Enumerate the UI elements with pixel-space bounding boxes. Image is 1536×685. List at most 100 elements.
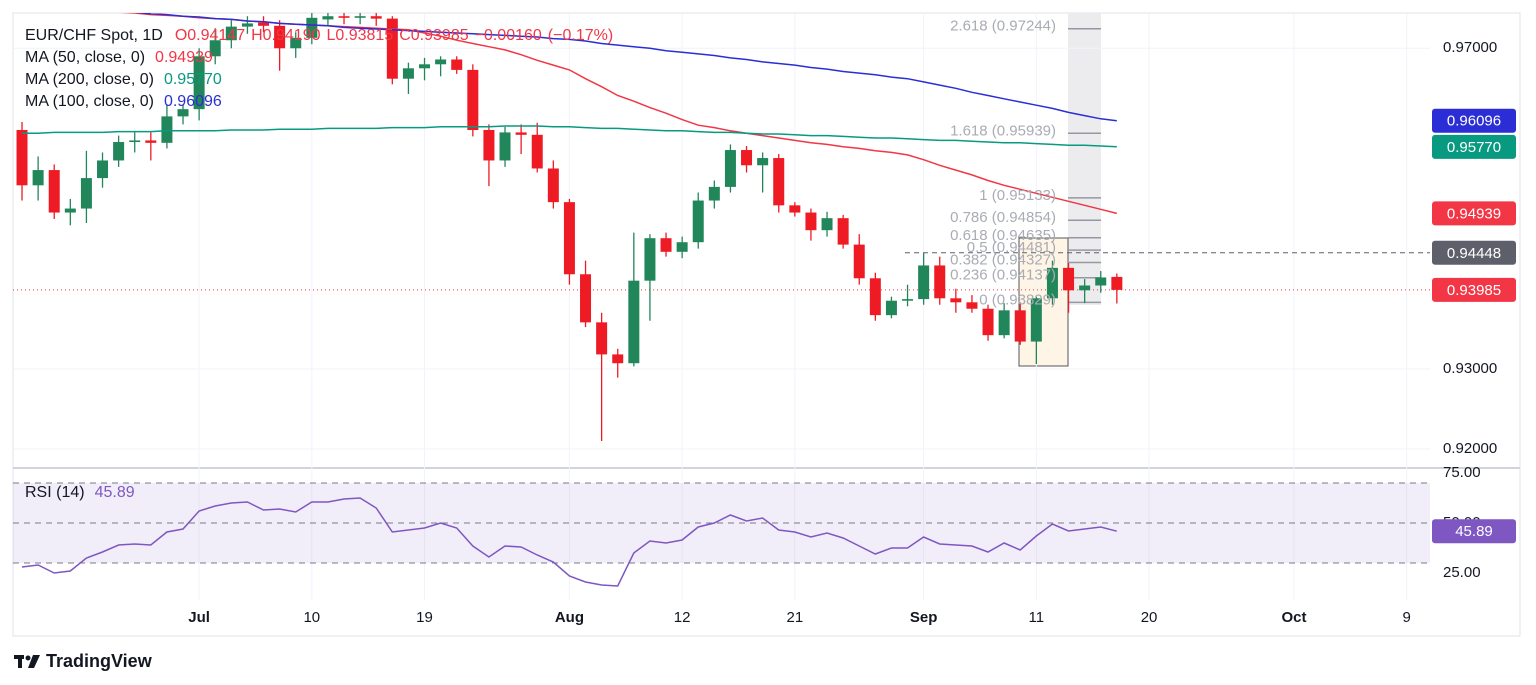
x-tick-label: 12 [674,609,691,626]
candle-body [16,130,28,186]
candle-body [676,242,688,252]
candle-body [1046,267,1058,299]
candle-body [708,186,720,201]
x-tick-label: 9 [1402,609,1410,626]
rsi-value: 45.89 [95,484,135,501]
x-tick-label: Aug [555,609,584,626]
fib-label: 0.382 (0.94327) [950,251,1056,268]
candle-body [805,212,817,231]
fib-label: 1 (0.95133) [979,187,1056,204]
candle-body [724,150,736,187]
candle-body [998,310,1010,336]
last-price-tag-bg [1432,277,1516,302]
candle-body [241,23,253,27]
candle-body [97,160,109,179]
candle-body [515,132,527,135]
overlay [13,27,1430,564]
rsi-plot [21,497,1117,587]
candle-body [612,354,624,364]
ma-tag: 0.94939 [1447,205,1501,222]
x-tick-label: Sep [910,609,938,626]
candle-body [225,26,237,41]
candle-body [563,202,575,275]
moving-average [22,125,1117,148]
candle-body [370,16,382,19]
brand-name: TradingView [46,651,153,671]
ma-name: MA (200, close, 0) [25,71,154,88]
x-tick-label: Jul [188,609,210,626]
candle-body [209,40,221,57]
logo-slash [28,655,40,668]
y-tick-label: 0.93000 [1443,360,1497,377]
brand: TradingView [14,651,153,671]
fib-label: 0.618 (0.94635) [950,227,1056,244]
candle-body [950,298,962,303]
candle-body [660,238,672,252]
candle-body [1079,285,1091,291]
ma-tag-bg [1432,201,1516,226]
candle-body [338,16,350,18]
candle-body [869,278,881,316]
candle-body [773,158,785,206]
legend-header: EUR/CHF Spot, 1D O0.94147 H0.94190 L0.93815… [25,27,613,44]
candle-body [80,178,92,209]
logo-dot [25,655,31,661]
level-tag-bg [1432,240,1516,265]
frame [12,12,1521,637]
candle-body [966,302,978,309]
ma-legend: MA (100, close, 0) 0.96096 [25,93,222,110]
candle-body [757,158,769,166]
y-tick-label: 25.00 [1443,564,1481,581]
ma-tag-bg [1432,108,1516,133]
candle-body [741,150,753,166]
candle-body [885,300,897,316]
x-tick-label: 11 [1029,609,1045,626]
candle-body [1030,298,1042,342]
candle-body [419,64,431,69]
rsi-title: RSI (14) [25,484,85,501]
moving-average [135,13,1117,122]
level-tag: 0.94448 [1447,245,1501,262]
ma-legend: MA (200, close, 0) 0.95770 [25,71,222,88]
range-box [1018,237,1069,367]
ohlc-item: C0.93985 [399,27,468,44]
candle-body [48,170,60,213]
candle-body [177,109,189,117]
ma-tag-bg [1432,134,1516,159]
x-tick-label: 19 [416,609,433,626]
ma-value: 0.96096 [164,93,222,110]
candle-body [982,308,994,336]
candle-body [547,168,559,203]
candle-body [853,244,865,279]
rsi-tag-bg [1432,519,1516,544]
candle-body [354,16,366,18]
y-tick-label: 0.97000 [1443,39,1497,56]
last-price-tag: 0.93985 [1447,282,1501,299]
candle-body [258,22,270,26]
candle-body [596,322,608,355]
candle-body [64,208,76,213]
ma-legend: MA (50, close, 0) 0.94939 [25,49,213,66]
candle-body [692,200,704,243]
candle-body [483,130,495,161]
candle-body [402,68,414,79]
ohlc-item: L0.93815 [326,27,393,44]
ohlc-item: O0.94147 [175,27,245,44]
fib-label: 0.5 (0.94481) [967,239,1056,256]
rsi-legend: RSI (14) 45.89 [25,484,135,501]
candle-body [789,205,801,213]
ma-name: MA (50, close, 0) [25,49,145,66]
x-tick-label: 21 [786,609,803,626]
candle-body [386,18,398,79]
rsi-tag: 45.89 [1455,523,1493,540]
ma-value: 0.95770 [164,71,222,88]
candle-body [628,280,640,364]
candle-body [32,170,44,186]
candle-body [306,17,318,38]
rsi-line [21,497,1117,587]
candle-body [1111,276,1123,290]
fib-label: 2.618 (0.97244) [950,18,1056,35]
candle-body [1095,277,1107,286]
x-tick-label: 20 [1141,609,1158,626]
